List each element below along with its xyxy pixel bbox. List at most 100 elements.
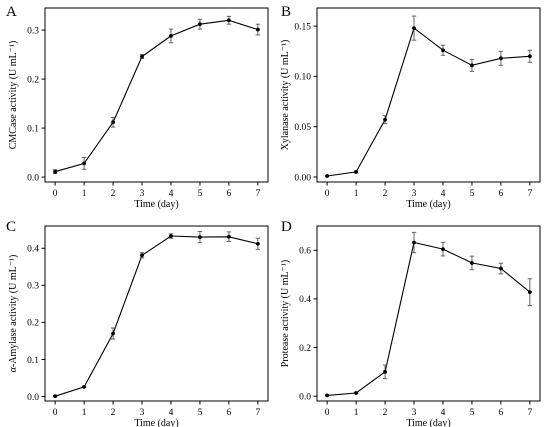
x-tick-label: 7 [527, 189, 532, 199]
y-tick-label: 0.2 [299, 344, 311, 354]
y-axis-label: α-Amylase activity (U mL⁻¹) [8, 255, 19, 373]
data-point [441, 48, 445, 53]
data-point [354, 170, 358, 174]
x-tick-label: 6 [499, 408, 504, 418]
data-point [111, 331, 115, 336]
chart-panel-c: C 0 1 2 3 4 5 6 7 0.0 0.1 0.2 0.3 0.4 Time (day) α-Amyl… [6, 219, 269, 427]
x-axis-label: Time (day) [406, 199, 450, 210]
data-point [169, 34, 173, 38]
x-tick-label: 4 [441, 189, 446, 199]
x-tick-label: 5 [198, 408, 203, 418]
data-point [470, 261, 474, 265]
x-tick-label: 6 [227, 189, 232, 199]
y-tick-label: 0.05 [294, 123, 311, 133]
data-point [255, 27, 260, 32]
data-point [412, 26, 416, 31]
x-tick-label: 0 [53, 189, 58, 199]
plot-frame [316, 7, 541, 183]
data-point [169, 234, 173, 238]
data-point [527, 290, 532, 295]
y-tick-label: 0.2 [27, 75, 39, 85]
data-point [383, 117, 387, 122]
chart-panel-d: D 0 1 2 3 4 5 6 7 0.0 0.2 0.4 0.6 Time (day) Protease … [280, 219, 541, 427]
data-point [527, 54, 532, 59]
chart-panel-a: A 0 1 2 3 4 5 6 7 0.0 0.1 0.2 0.3 Time (day) CMCase ac… [6, 4, 269, 210]
x-tick-label: 6 [499, 189, 504, 199]
panel-letter: D [281, 219, 292, 235]
y-tick-label: 0.15 [294, 22, 311, 32]
x-tick-label: 2 [383, 189, 388, 199]
series-line [327, 27, 530, 177]
x-tick-label: 1 [354, 408, 359, 418]
data-point [354, 391, 358, 395]
data-point [82, 385, 86, 389]
data-point [470, 63, 474, 68]
y-axis-label: Protease activity (U mL⁻¹) [280, 260, 291, 367]
data-point [499, 266, 503, 271]
data-point [140, 253, 144, 258]
data-point [499, 56, 503, 61]
y-tick-label: 0.3 [27, 26, 39, 36]
x-tick-label: 0 [325, 408, 330, 418]
x-tick-label: 0 [53, 408, 58, 418]
x-axis-label: Time (day) [406, 418, 450, 427]
x-axis-label: Time (day) [134, 418, 178, 427]
x-tick-label: 2 [111, 408, 116, 418]
data-point [198, 22, 202, 27]
data-point [383, 369, 387, 374]
series-line [54, 235, 259, 397]
x-tick-label: 0 [325, 189, 330, 199]
panel-letter: A [6, 4, 17, 20]
x-tick-label: 7 [255, 189, 260, 199]
x-tick-label: 1 [82, 189, 87, 199]
y-tick-label: 0.4 [27, 245, 39, 255]
data-point [140, 54, 144, 59]
x-tick-label: 3 [140, 189, 145, 199]
y-tick-label: 0.4 [299, 295, 311, 305]
x-tick-label: 2 [383, 408, 388, 418]
x-tick-label: 3 [140, 408, 145, 418]
x-tick-label: 1 [82, 408, 87, 418]
x-tick-label: 4 [169, 189, 174, 199]
x-tick-label: 7 [255, 408, 260, 418]
series-line [54, 19, 259, 173]
y-axis-label: CMCase activity (U mL⁻¹) [8, 41, 19, 150]
data-point [82, 161, 86, 166]
plot-frame [44, 7, 269, 183]
x-axis-label: Time (day) [134, 199, 178, 210]
y-tick-label: 0.3 [27, 282, 39, 292]
data-point [227, 234, 231, 239]
x-tick-label: 5 [470, 189, 475, 199]
y-tick-label: 0.00 [294, 173, 311, 183]
y-tick-label: 0.10 [294, 73, 311, 83]
data-point [325, 174, 330, 178]
y-tick-label: 0.2 [27, 319, 39, 329]
plot-frame [44, 225, 269, 402]
data-point [53, 394, 58, 399]
series-line [327, 241, 531, 396]
data-point [412, 240, 416, 245]
x-tick-label: 4 [441, 408, 446, 418]
x-tick-label: 2 [111, 189, 116, 199]
chart-panel-b: B 0 1 2 3 4 5 6 7 0.00 0.05 0.10 0.15 Time (day) Xylan… [280, 4, 541, 210]
y-tick-label: 0.1 [27, 124, 39, 134]
y-tick-label: 0.0 [27, 173, 39, 183]
data-point [255, 241, 260, 246]
x-tick-label: 7 [527, 408, 532, 418]
panel-letter: C [6, 219, 16, 235]
data-point [325, 393, 330, 398]
y-tick-label: 0.0 [27, 393, 39, 403]
x-tick-label: 3 [412, 408, 417, 418]
data-point [111, 120, 115, 125]
data-point [53, 169, 58, 174]
y-tick-label: 0.0 [299, 392, 311, 402]
data-point [441, 247, 445, 251]
x-tick-label: 5 [470, 408, 475, 418]
y-axis-label: Xylanase activity (U mL⁻¹) [280, 40, 291, 151]
data-point [198, 235, 202, 240]
x-tick-label: 6 [227, 408, 232, 418]
data-point [227, 18, 231, 23]
x-tick-label: 5 [198, 189, 203, 199]
x-tick-label: 3 [412, 189, 417, 199]
